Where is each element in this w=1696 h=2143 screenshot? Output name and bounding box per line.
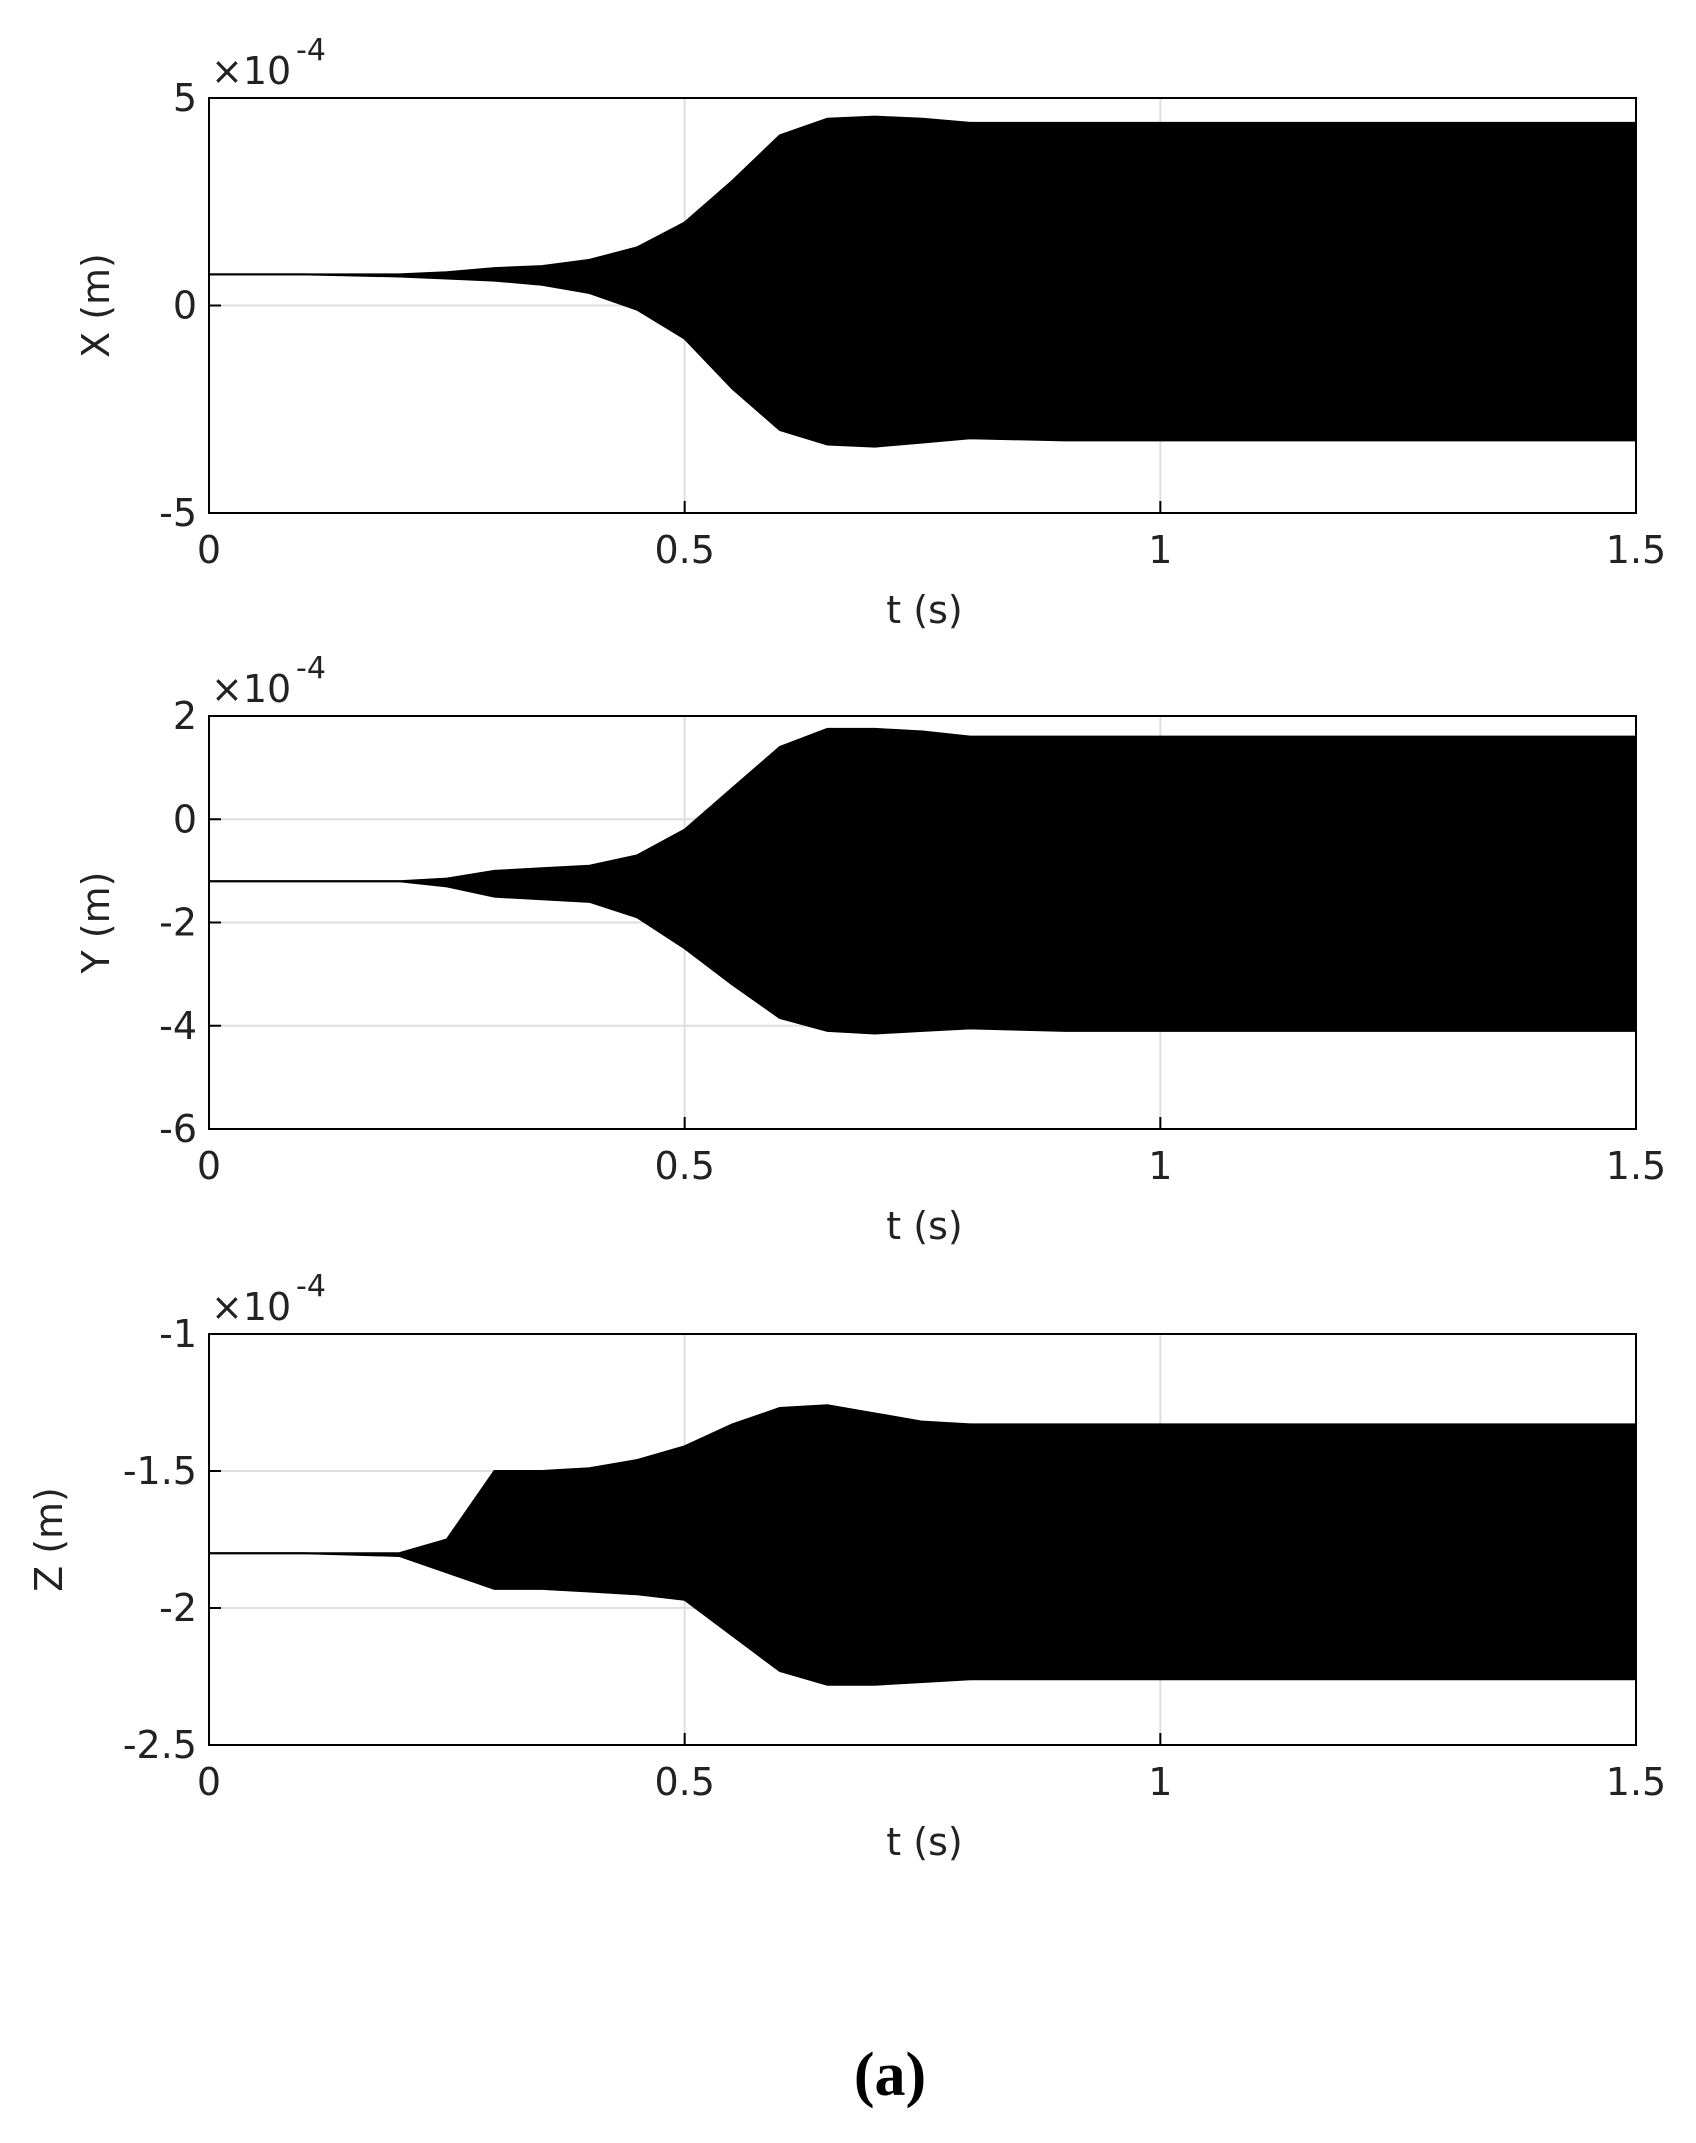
exponent: -4 xyxy=(296,1269,326,1304)
y-tick-label: -2 xyxy=(159,1586,197,1630)
axes-box xyxy=(208,97,1637,514)
x-tick-label: 1 xyxy=(1148,1760,1172,1804)
lower-envelope xyxy=(209,273,1636,448)
y-tick-label: 5 xyxy=(173,76,197,120)
y-axis-label: Y (m) xyxy=(74,872,118,975)
caption: (a) xyxy=(854,2041,926,2109)
x-tick-label: 1 xyxy=(1148,1144,1172,1188)
lower-envelope xyxy=(209,880,1636,1035)
upper-envelope xyxy=(209,1404,1636,1555)
x-tick-label: 1.5 xyxy=(1606,1760,1666,1804)
upper-envelope xyxy=(209,115,1636,276)
y-axis-label: Z (m) xyxy=(27,1487,71,1592)
x-axis-label: t (s) xyxy=(886,1820,962,1864)
y-tick-label: 2 xyxy=(173,694,197,738)
axes-box xyxy=(208,1333,1637,1746)
x-tick-label: 0.5 xyxy=(654,528,714,572)
y-tick-label: -4 xyxy=(159,1004,197,1048)
exponent: -4 xyxy=(296,33,326,68)
exponent-base: ×10 xyxy=(211,49,291,93)
x-tick-label: 1.5 xyxy=(1606,1144,1666,1188)
y-tick-label: 0 xyxy=(173,797,197,841)
y-tick-label: -2 xyxy=(159,901,197,945)
y-tick-label: -5 xyxy=(159,491,197,535)
exponent: -4 xyxy=(296,651,326,686)
upper-envelope xyxy=(209,727,1636,883)
y-tick-label: -1 xyxy=(159,1312,197,1356)
x-tick-label: 1.5 xyxy=(1606,528,1666,572)
exponent-base: ×10 xyxy=(211,1285,291,1329)
y-tick-label: -1.5 xyxy=(123,1449,197,1493)
axes-box xyxy=(208,715,1637,1130)
x-axis-label: t (s) xyxy=(886,588,962,632)
y-tick-label: -6 xyxy=(159,1107,197,1151)
x-tick-label: 0.5 xyxy=(654,1144,714,1188)
y-tick-label: 0 xyxy=(173,284,197,328)
x-tick-label: 1 xyxy=(1148,528,1172,572)
y-axis-label: X (m) xyxy=(74,253,118,358)
x-axis-label: t (s) xyxy=(886,1204,962,1248)
lower-envelope xyxy=(209,1552,1636,1686)
x-tick-label: 0 xyxy=(197,1760,221,1804)
x-tick-label: 0.5 xyxy=(654,1760,714,1804)
x-tick-label: 0 xyxy=(197,528,221,572)
exponent-base: ×10 xyxy=(211,667,291,711)
y-tick-label: -2.5 xyxy=(123,1723,197,1767)
x-tick-label: 0 xyxy=(197,1144,221,1188)
